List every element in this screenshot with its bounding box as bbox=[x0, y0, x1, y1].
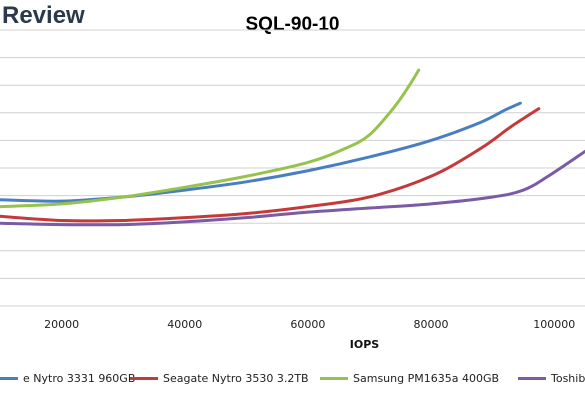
legend-item-nytro-3331: e Nytro 3331 960GB bbox=[0, 372, 135, 385]
legend-item-nytro-3530: Seagate Nytro 3530 3.2TB bbox=[130, 372, 309, 385]
legend-swatch bbox=[0, 377, 18, 380]
x-tick-label: 20000 bbox=[44, 318, 79, 331]
legend-item-toshiba: Toshib bbox=[518, 372, 585, 385]
legend-swatch bbox=[130, 377, 158, 380]
x-tick-label: 60000 bbox=[290, 318, 325, 331]
legend-item-samsung-pm1635a: Samsung PM1635a 400GB bbox=[320, 372, 499, 385]
series-line-1 bbox=[0, 107, 541, 223]
legend-label: Seagate Nytro 3530 3.2TB bbox=[163, 372, 309, 385]
legend-swatch bbox=[320, 377, 348, 380]
x-tick-label: 100000 bbox=[533, 318, 575, 331]
brand-logo-text: Review bbox=[2, 2, 85, 29]
legend-label: e Nytro 3331 960GB bbox=[23, 372, 136, 385]
legend-swatch bbox=[518, 377, 546, 380]
x-axis-label: IOPS bbox=[350, 338, 380, 351]
x-tick-label: 80000 bbox=[414, 318, 449, 331]
x-tick-label: 40000 bbox=[167, 318, 202, 331]
legend-label: Samsung PM1635a 400GB bbox=[353, 372, 500, 385]
series-line-0 bbox=[0, 101, 522, 203]
series-line-3 bbox=[0, 149, 585, 227]
legend-label: Toshib bbox=[551, 372, 585, 385]
series-line-2 bbox=[0, 68, 421, 209]
